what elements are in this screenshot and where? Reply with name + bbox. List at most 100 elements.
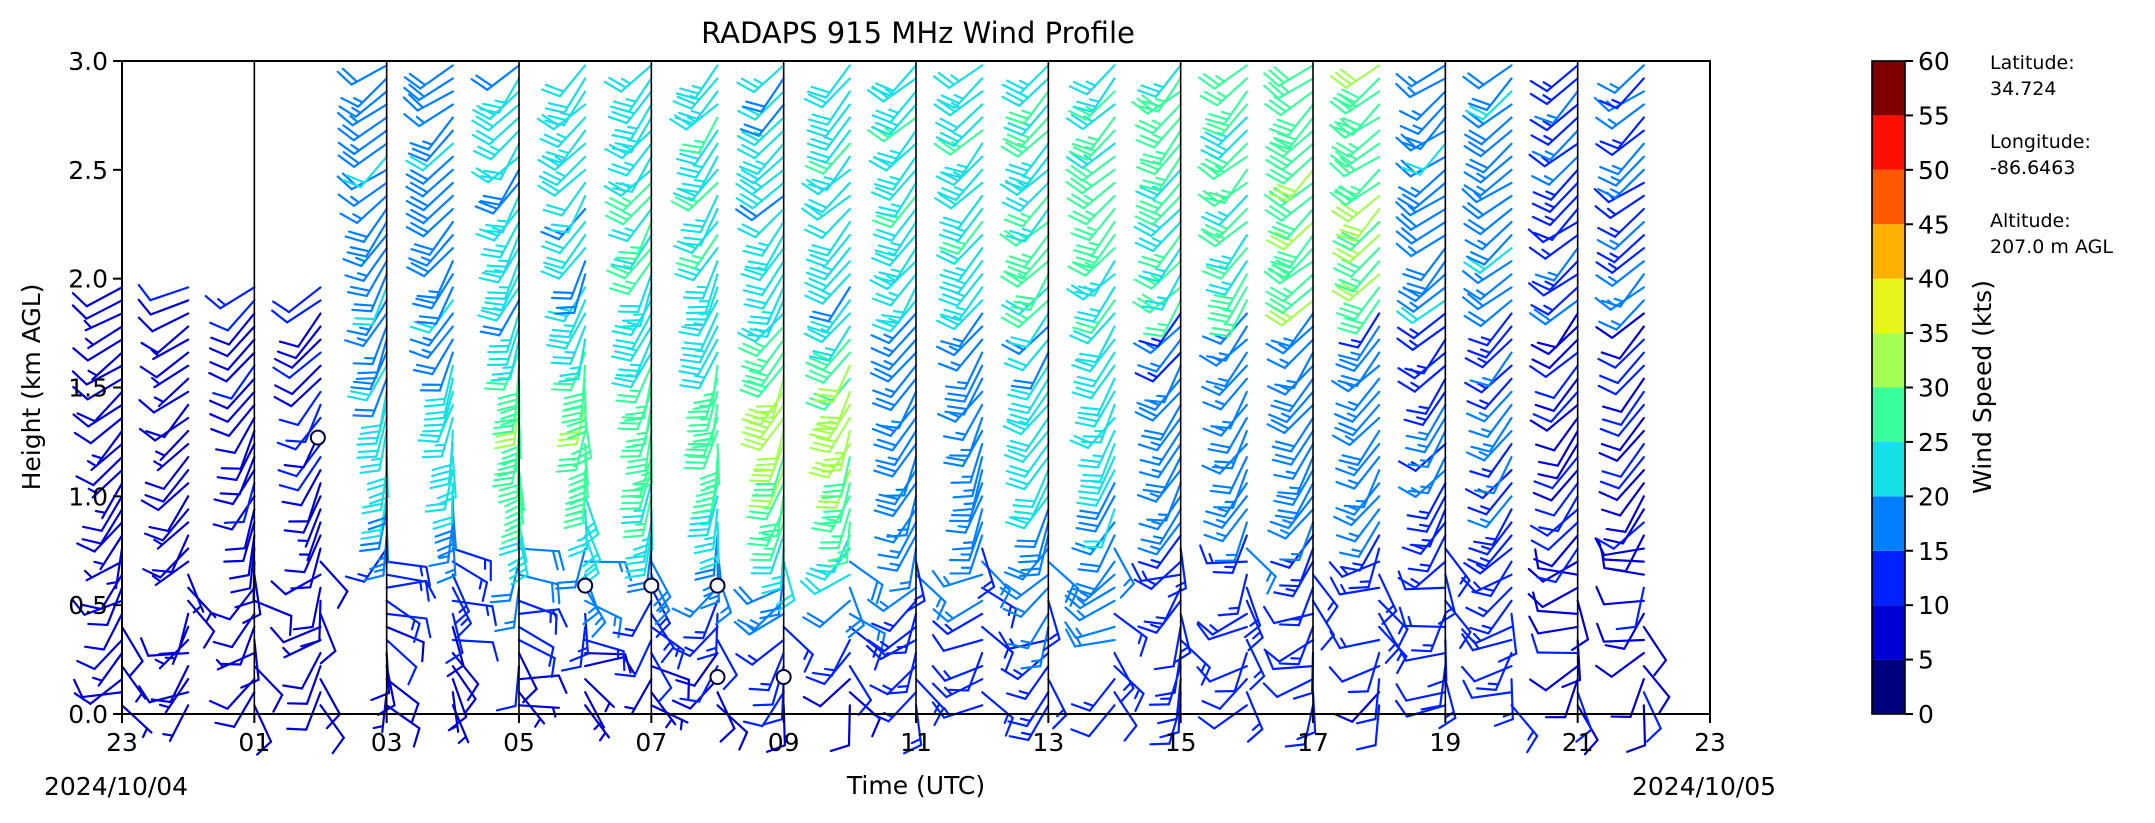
barb-feather [1527, 567, 1545, 583]
barb-feather [1007, 393, 1028, 401]
barb-feather [1159, 731, 1180, 739]
barb-feather [497, 469, 518, 478]
barb-half-feather [674, 645, 680, 657]
wind-barb [750, 521, 785, 562]
barb-staff [1624, 495, 1645, 533]
barb-feather [619, 421, 641, 425]
barb-feather [272, 693, 284, 713]
barb-half-feather [658, 604, 668, 613]
barb-feather [1003, 270, 1024, 280]
barb-staff [85, 286, 124, 308]
barb-feather [1276, 494, 1297, 501]
barb-feather [549, 334, 571, 339]
barb-feather [1146, 518, 1168, 522]
barb-feather [1264, 103, 1282, 117]
barb-feather [999, 233, 1018, 247]
barb-feather [1343, 224, 1364, 233]
wind-barb [872, 377, 918, 412]
barb-feather [547, 114, 569, 122]
barb-feather [540, 245, 561, 255]
wind-barb [694, 534, 719, 581]
barb-feather [1200, 162, 1220, 174]
barb-feather [806, 90, 828, 99]
barb-feather [1343, 302, 1364, 311]
barb-half-feather [1412, 124, 1424, 131]
barb-feather [1645, 727, 1662, 743]
barb-feather [1265, 173, 1285, 185]
barb-feather [409, 325, 431, 334]
barb-feather [611, 163, 632, 172]
barb-staff [304, 403, 322, 444]
wind-barb [1205, 168, 1248, 205]
wind-barb [487, 312, 521, 354]
barb-half-feather [693, 139, 706, 144]
barb-feather [871, 256, 891, 267]
barb-half-feather [1020, 212, 1032, 219]
barb-feather [609, 210, 629, 222]
barb-feather [1335, 402, 1356, 412]
wind-barb [359, 429, 388, 475]
wind-barb [489, 560, 521, 604]
wind-barb [871, 273, 918, 307]
barb-feather [604, 214, 625, 226]
wind-barb [139, 351, 190, 379]
wind-barb [1462, 194, 1513, 220]
barb-feather [412, 368, 434, 376]
barb-feather [256, 740, 273, 756]
wind-barb [568, 442, 589, 493]
barb-feather [566, 424, 587, 434]
barb-feather [736, 148, 756, 160]
barb-half-feather [749, 619, 761, 626]
barb-half-feather [1220, 110, 1233, 116]
barb-staff [155, 351, 190, 379]
barb-half-feather [626, 125, 639, 130]
barb-feather [1070, 703, 1091, 712]
barb-feather [1467, 102, 1488, 112]
barb-staff [1374, 678, 1381, 721]
barb-feather [481, 581, 489, 603]
wind-barb [1571, 599, 1590, 651]
barb-feather [1203, 533, 1224, 543]
wind-barb [870, 338, 918, 371]
barb-feather [1134, 411, 1154, 422]
wind-barb [584, 678, 616, 713]
wind-barb [1212, 469, 1248, 509]
wind-barb [612, 312, 653, 350]
wind-barb [670, 181, 719, 212]
barb-feather [1009, 439, 1031, 448]
y-axis-label: Height (km AGL) [17, 284, 46, 491]
wind-barb [1595, 260, 1645, 287]
barb-feather [938, 233, 960, 243]
barb-half-feather [760, 682, 772, 686]
wind-barb [537, 168, 587, 197]
wind-barb [871, 599, 918, 633]
barb-feather [1246, 728, 1264, 743]
barb-staff [847, 704, 851, 747]
wind-barb [1006, 416, 1050, 453]
barb-feather [1599, 427, 1620, 437]
barb-feather [870, 191, 891, 201]
barb-feather [799, 580, 816, 596]
barb-feather [743, 303, 765, 310]
barb-feather [1202, 427, 1223, 437]
barb-feather [71, 370, 88, 386]
wind-barb [1378, 573, 1398, 626]
barb-half-feather [1220, 189, 1233, 195]
wind-barb [409, 299, 454, 334]
wind-barb [806, 129, 851, 164]
colorbar-label: Wind Speed (kts) [1968, 280, 1997, 494]
barb-staff [284, 573, 322, 596]
wind-barb [300, 599, 322, 648]
barb-feather [425, 502, 448, 507]
wind-barb [1066, 103, 1116, 131]
wind-barb [484, 234, 521, 274]
barb-feather [813, 398, 835, 404]
barb-feather [580, 527, 598, 542]
barb-feather [419, 433, 441, 438]
barb-feather [356, 455, 378, 459]
wind-barb [875, 181, 918, 218]
wind-barb [1008, 704, 1050, 742]
barb-feather [1468, 311, 1487, 324]
barb-feather [342, 124, 360, 138]
wind-barb [1596, 622, 1645, 643]
